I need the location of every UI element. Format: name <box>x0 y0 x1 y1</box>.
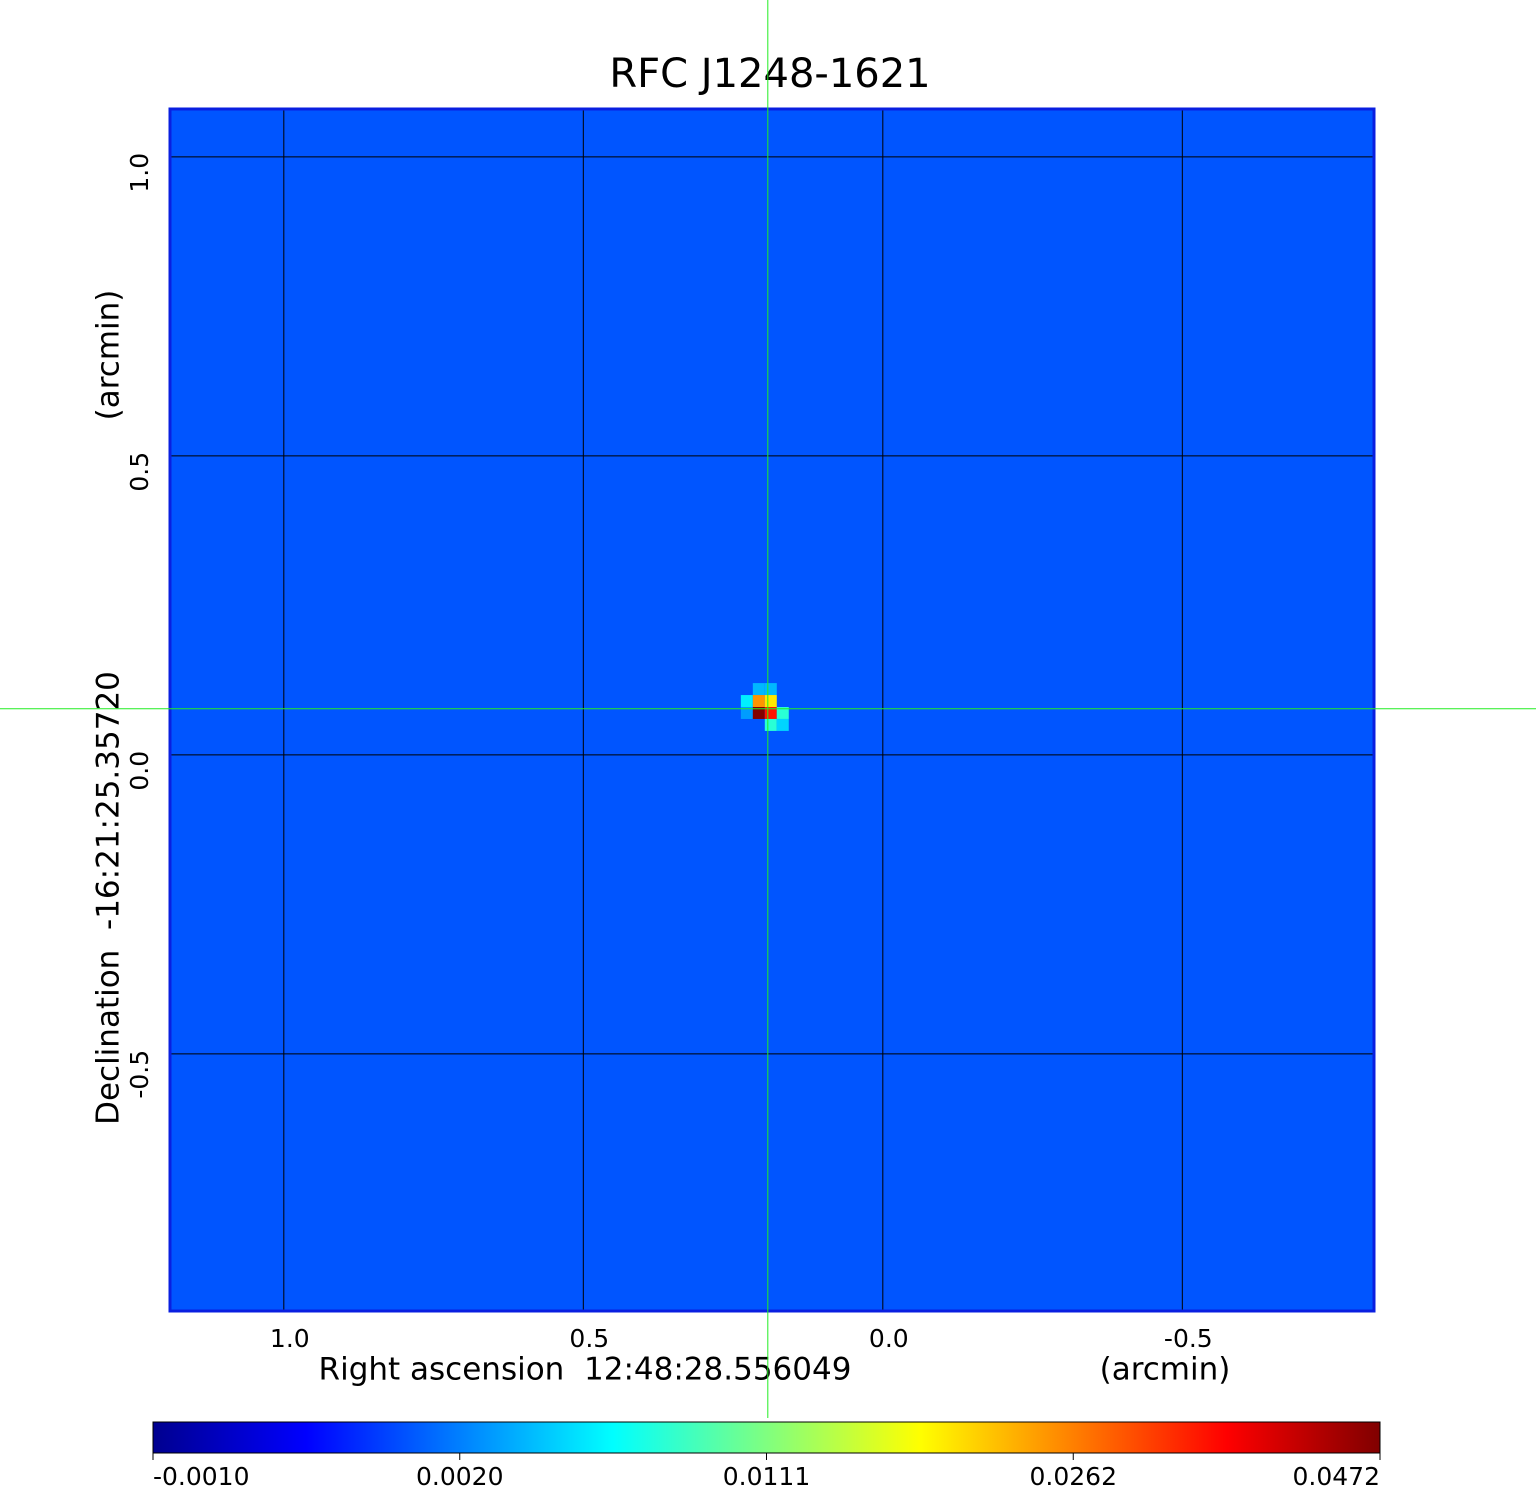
image-pixel <box>776 707 789 719</box>
image-pixel <box>740 695 753 708</box>
x-tick-label: 1.0 <box>270 1324 310 1353</box>
x-axis-label: Right ascension 12:48:28.556049 <box>319 1352 852 1388</box>
x-tick-label: 0.5 <box>569 1324 609 1353</box>
x-tick-label: -0.5 <box>1164 1324 1213 1353</box>
image-pixel <box>752 683 765 696</box>
chart-title: RFC J1248-1621 <box>609 51 930 97</box>
image-pixel <box>764 695 777 708</box>
colorbar-tick-label: 0.0111 <box>723 1462 810 1491</box>
x-tick-label: 0.0 <box>869 1324 909 1353</box>
y-axis-unit: (arcmin) <box>91 290 127 421</box>
image-pixel <box>752 695 765 708</box>
image-pixel <box>764 683 777 696</box>
image-pixel <box>764 718 777 731</box>
image-pixel <box>740 707 753 719</box>
colorbar <box>152 1421 1381 1454</box>
x-axis-unit: (arcmin) <box>1100 1352 1231 1388</box>
image-pixel <box>764 707 777 719</box>
colorbar-tick-label: 0.0020 <box>416 1462 503 1491</box>
y-axis-label: Declination -16:21:25.35720 <box>91 671 127 1125</box>
colorbar-tick-label: -0.0010 <box>153 1462 250 1491</box>
y-tick-label: -0.5 <box>125 1050 154 1099</box>
y-tick-label: 1.0 <box>125 153 154 193</box>
image-pixel <box>752 707 765 719</box>
y-tick-label: 0.0 <box>125 751 154 791</box>
plot-area <box>168 107 1376 1313</box>
colorbar-tick-label: 0.0472 <box>1293 1462 1380 1491</box>
plot-frame <box>168 107 1376 1313</box>
image-pixel <box>776 718 789 731</box>
y-tick-label: 0.5 <box>125 452 154 492</box>
colorbar-tick-label: 0.0262 <box>1030 1462 1117 1491</box>
